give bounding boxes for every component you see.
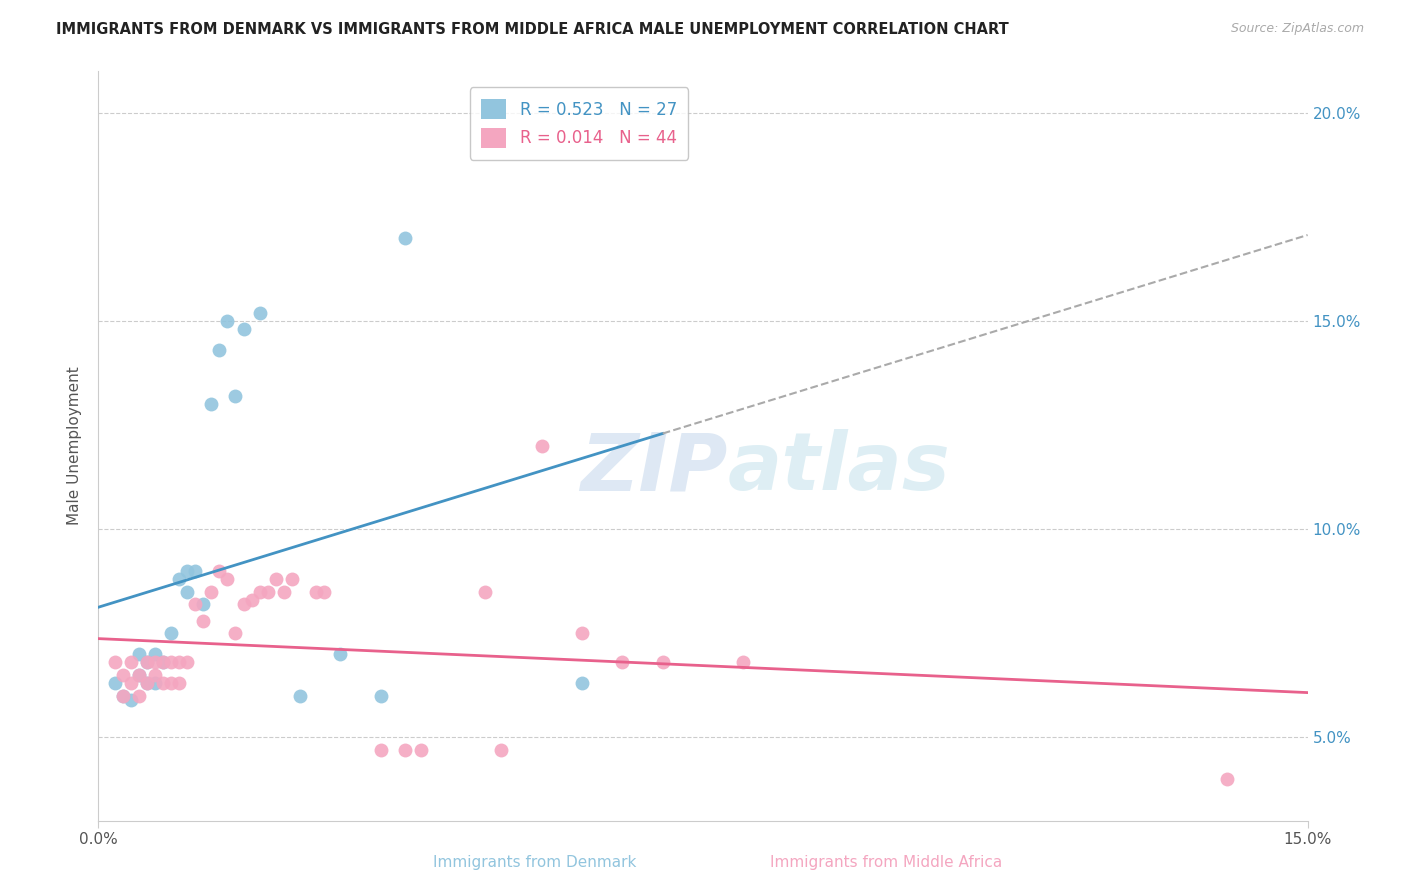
Point [176, 584, 198, 599]
Point [160, 656, 183, 670]
Point [305, 584, 328, 599]
Point [370, 743, 392, 757]
Point [474, 584, 496, 599]
Point [409, 743, 432, 757]
Point [128, 668, 150, 682]
Point [249, 584, 271, 599]
Point [167, 676, 190, 690]
Point [167, 656, 190, 670]
Text: Source: ZipAtlas.com: Source: ZipAtlas.com [1230, 22, 1364, 36]
Point [152, 656, 174, 670]
Point [249, 306, 271, 320]
Point [193, 597, 215, 611]
Text: ZIP: ZIP [579, 429, 727, 508]
Point [167, 572, 190, 586]
Point [394, 743, 416, 757]
Point [120, 656, 142, 670]
Text: Immigrants from Denmark: Immigrants from Denmark [433, 855, 636, 870]
Point [217, 572, 239, 586]
Point [208, 564, 231, 578]
Point [571, 626, 593, 640]
Text: IMMIGRANTS FROM DENMARK VS IMMIGRANTS FROM MIDDLE AFRICA MALE UNEMPLOYMENT CORRE: IMMIGRANTS FROM DENMARK VS IMMIGRANTS FR… [56, 22, 1010, 37]
Point [232, 322, 254, 336]
Point [143, 676, 166, 690]
Point [143, 647, 166, 661]
Point [176, 656, 198, 670]
Point [184, 597, 207, 611]
Point [111, 689, 134, 703]
Point [160, 676, 183, 690]
Point [491, 743, 513, 757]
Point [128, 647, 150, 661]
Point [288, 689, 311, 703]
Point [184, 564, 207, 578]
Point [143, 656, 166, 670]
Point [103, 656, 125, 670]
Point [152, 676, 174, 690]
Point [232, 597, 254, 611]
Point [264, 572, 287, 586]
Point [256, 584, 278, 599]
Point [135, 676, 157, 690]
Point [135, 676, 157, 690]
Point [135, 656, 157, 670]
Point [193, 614, 215, 628]
Text: Immigrants from Middle Africa: Immigrants from Middle Africa [769, 855, 1002, 870]
Point [240, 593, 263, 607]
Point [200, 397, 222, 411]
Point [208, 343, 231, 358]
Point [394, 231, 416, 245]
Point [135, 656, 157, 670]
Y-axis label: Male Unemployment: Male Unemployment [67, 367, 83, 525]
Point [160, 626, 183, 640]
Point [103, 676, 125, 690]
Point [329, 647, 352, 661]
Point [128, 668, 150, 682]
Point [111, 668, 134, 682]
Point [200, 584, 222, 599]
Text: atlas: atlas [727, 429, 950, 508]
Point [612, 656, 634, 670]
Point [370, 689, 392, 703]
Point [217, 314, 239, 328]
Point [120, 676, 142, 690]
Point [224, 626, 246, 640]
Point [733, 656, 755, 670]
Point [281, 572, 304, 586]
Point [1216, 772, 1239, 786]
Point [128, 689, 150, 703]
Legend: R = 0.523   N = 27, R = 0.014   N = 44: R = 0.523 N = 27, R = 0.014 N = 44 [470, 87, 689, 160]
Point [571, 676, 593, 690]
Point [120, 693, 142, 707]
Point [176, 564, 198, 578]
Point [530, 439, 553, 453]
Point [111, 689, 134, 703]
Point [224, 389, 246, 403]
Point [314, 584, 336, 599]
Point [273, 584, 295, 599]
Point [143, 668, 166, 682]
Point [152, 656, 174, 670]
Point [651, 656, 673, 670]
